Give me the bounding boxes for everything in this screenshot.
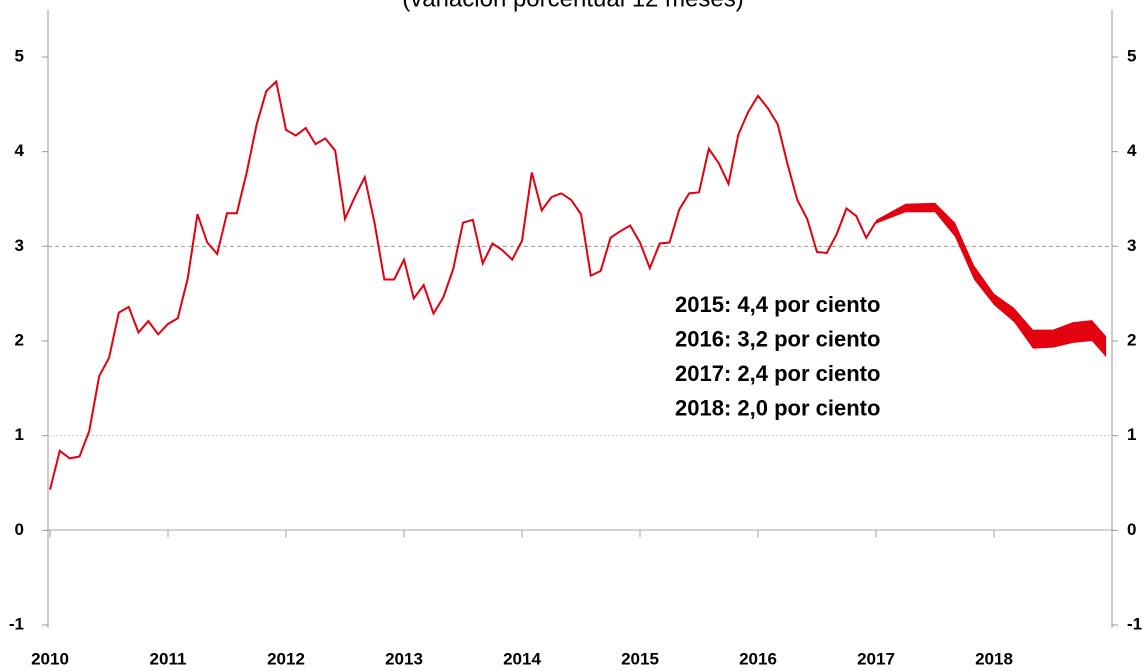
series-line — [49, 79, 877, 490]
y2-tick-label: 5 — [1127, 46, 1136, 65]
x-tick-label: 2015 — [621, 649, 659, 668]
y-tick-label: 1 — [15, 425, 24, 444]
x-tick-label: 2013 — [385, 649, 423, 668]
y-tick-label: 4 — [15, 141, 25, 160]
annotation: 2017: 2,4 por ciento — [675, 361, 880, 386]
x-tick-label: 2017 — [857, 649, 895, 668]
annotation: 2018: 2,0 por ciento — [675, 395, 880, 420]
x-tick-label: 2010 — [31, 649, 69, 668]
y-tick-label: 0 — [15, 520, 24, 539]
y2-tick-label: -1 — [1127, 614, 1142, 633]
y2-tick-label: 2 — [1127, 330, 1136, 349]
y-tick-label: 2 — [15, 330, 24, 349]
annotation: 2015: 4,4 por ciento — [675, 292, 880, 317]
y2-tick-label: 3 — [1127, 236, 1136, 255]
y2-tick-label: 4 — [1127, 141, 1137, 160]
chart-subtitle: (variación porcentual 12 meses) — [402, 0, 744, 12]
y2-tick-label: 0 — [1127, 520, 1136, 539]
y-tick-label: -1 — [9, 614, 24, 633]
x-tick-label: 2011 — [150, 649, 187, 668]
y2-tick-label: 1 — [1127, 425, 1136, 444]
x-tick-label: 2018 — [975, 649, 1013, 668]
y-tick-label: 5 — [15, 46, 24, 65]
annotation: 2016: 3,2 por ciento — [675, 326, 880, 351]
x-tick-label: 2014 — [503, 649, 541, 668]
forecast-band — [876, 202, 1107, 358]
x-tick-label: 2016 — [739, 649, 777, 668]
x-tick-label: 2012 — [267, 649, 305, 668]
y-tick-label: 3 — [15, 236, 24, 255]
